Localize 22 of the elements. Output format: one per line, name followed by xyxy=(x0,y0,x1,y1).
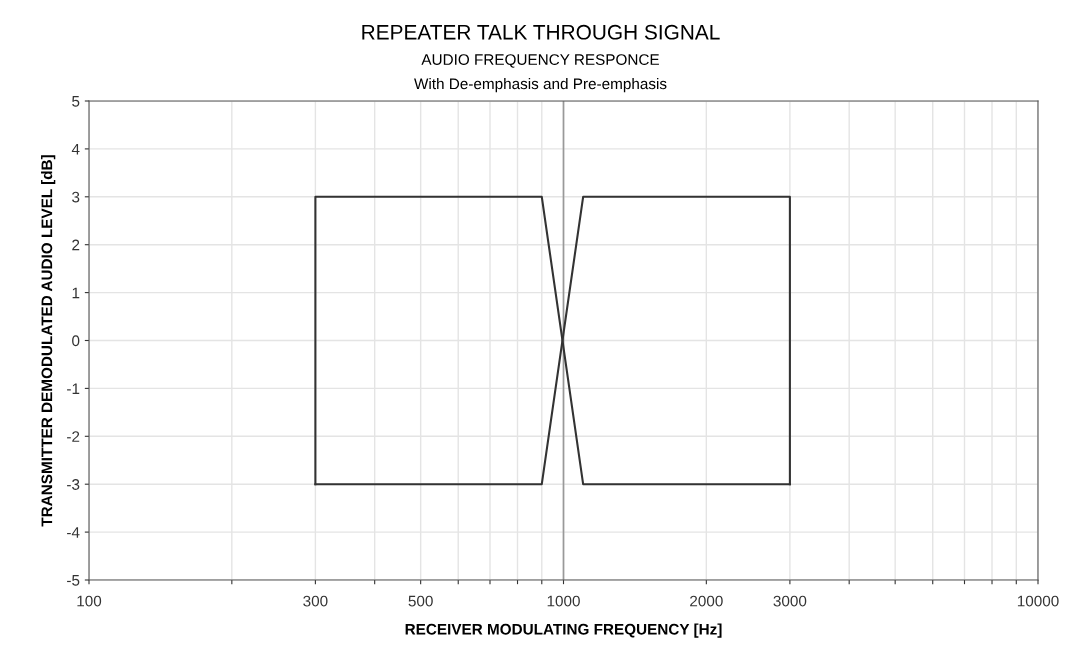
x-tick-label: 100 xyxy=(77,595,102,607)
chart-title: REPEATER TALK THROUGH SIGNAL xyxy=(362,24,720,40)
x-tick-label: 1000 xyxy=(547,595,580,607)
y-axis-title: TRANSMITTER DEMODULATED AUDIO LEVEL [dB] xyxy=(41,155,56,527)
x-tick-label: 3000 xyxy=(773,595,807,607)
x-tick-label: 2000 xyxy=(690,595,723,607)
x-tick-label: 500 xyxy=(408,595,433,607)
x-axis-title: RECEIVER MODULATING FREQUENCY [Hz] xyxy=(405,623,722,638)
y-tick-label: 1 xyxy=(72,287,80,299)
y-tick-label: 5 xyxy=(72,96,80,107)
y-tick-label: -4 xyxy=(67,527,80,538)
y-tick-label: 0 xyxy=(72,335,80,347)
y-tick-label: 3 xyxy=(72,191,80,203)
y-tick-label: 4 xyxy=(71,143,80,155)
y-tick-label: -2 xyxy=(67,431,80,442)
y-tick-label: 2 xyxy=(72,239,80,251)
x-tick-label: 300 xyxy=(303,595,328,607)
chart-subtitle: AUDIO FREQUENCY RESPONCE With De-emphasis and Pre-emphasis xyxy=(414,54,667,93)
y-tick-label: -3 xyxy=(67,479,80,490)
x-tick-label: 10000 xyxy=(1017,595,1059,607)
y-tick-label: -1 xyxy=(67,383,80,394)
y-tick-label: -5 xyxy=(67,575,80,586)
